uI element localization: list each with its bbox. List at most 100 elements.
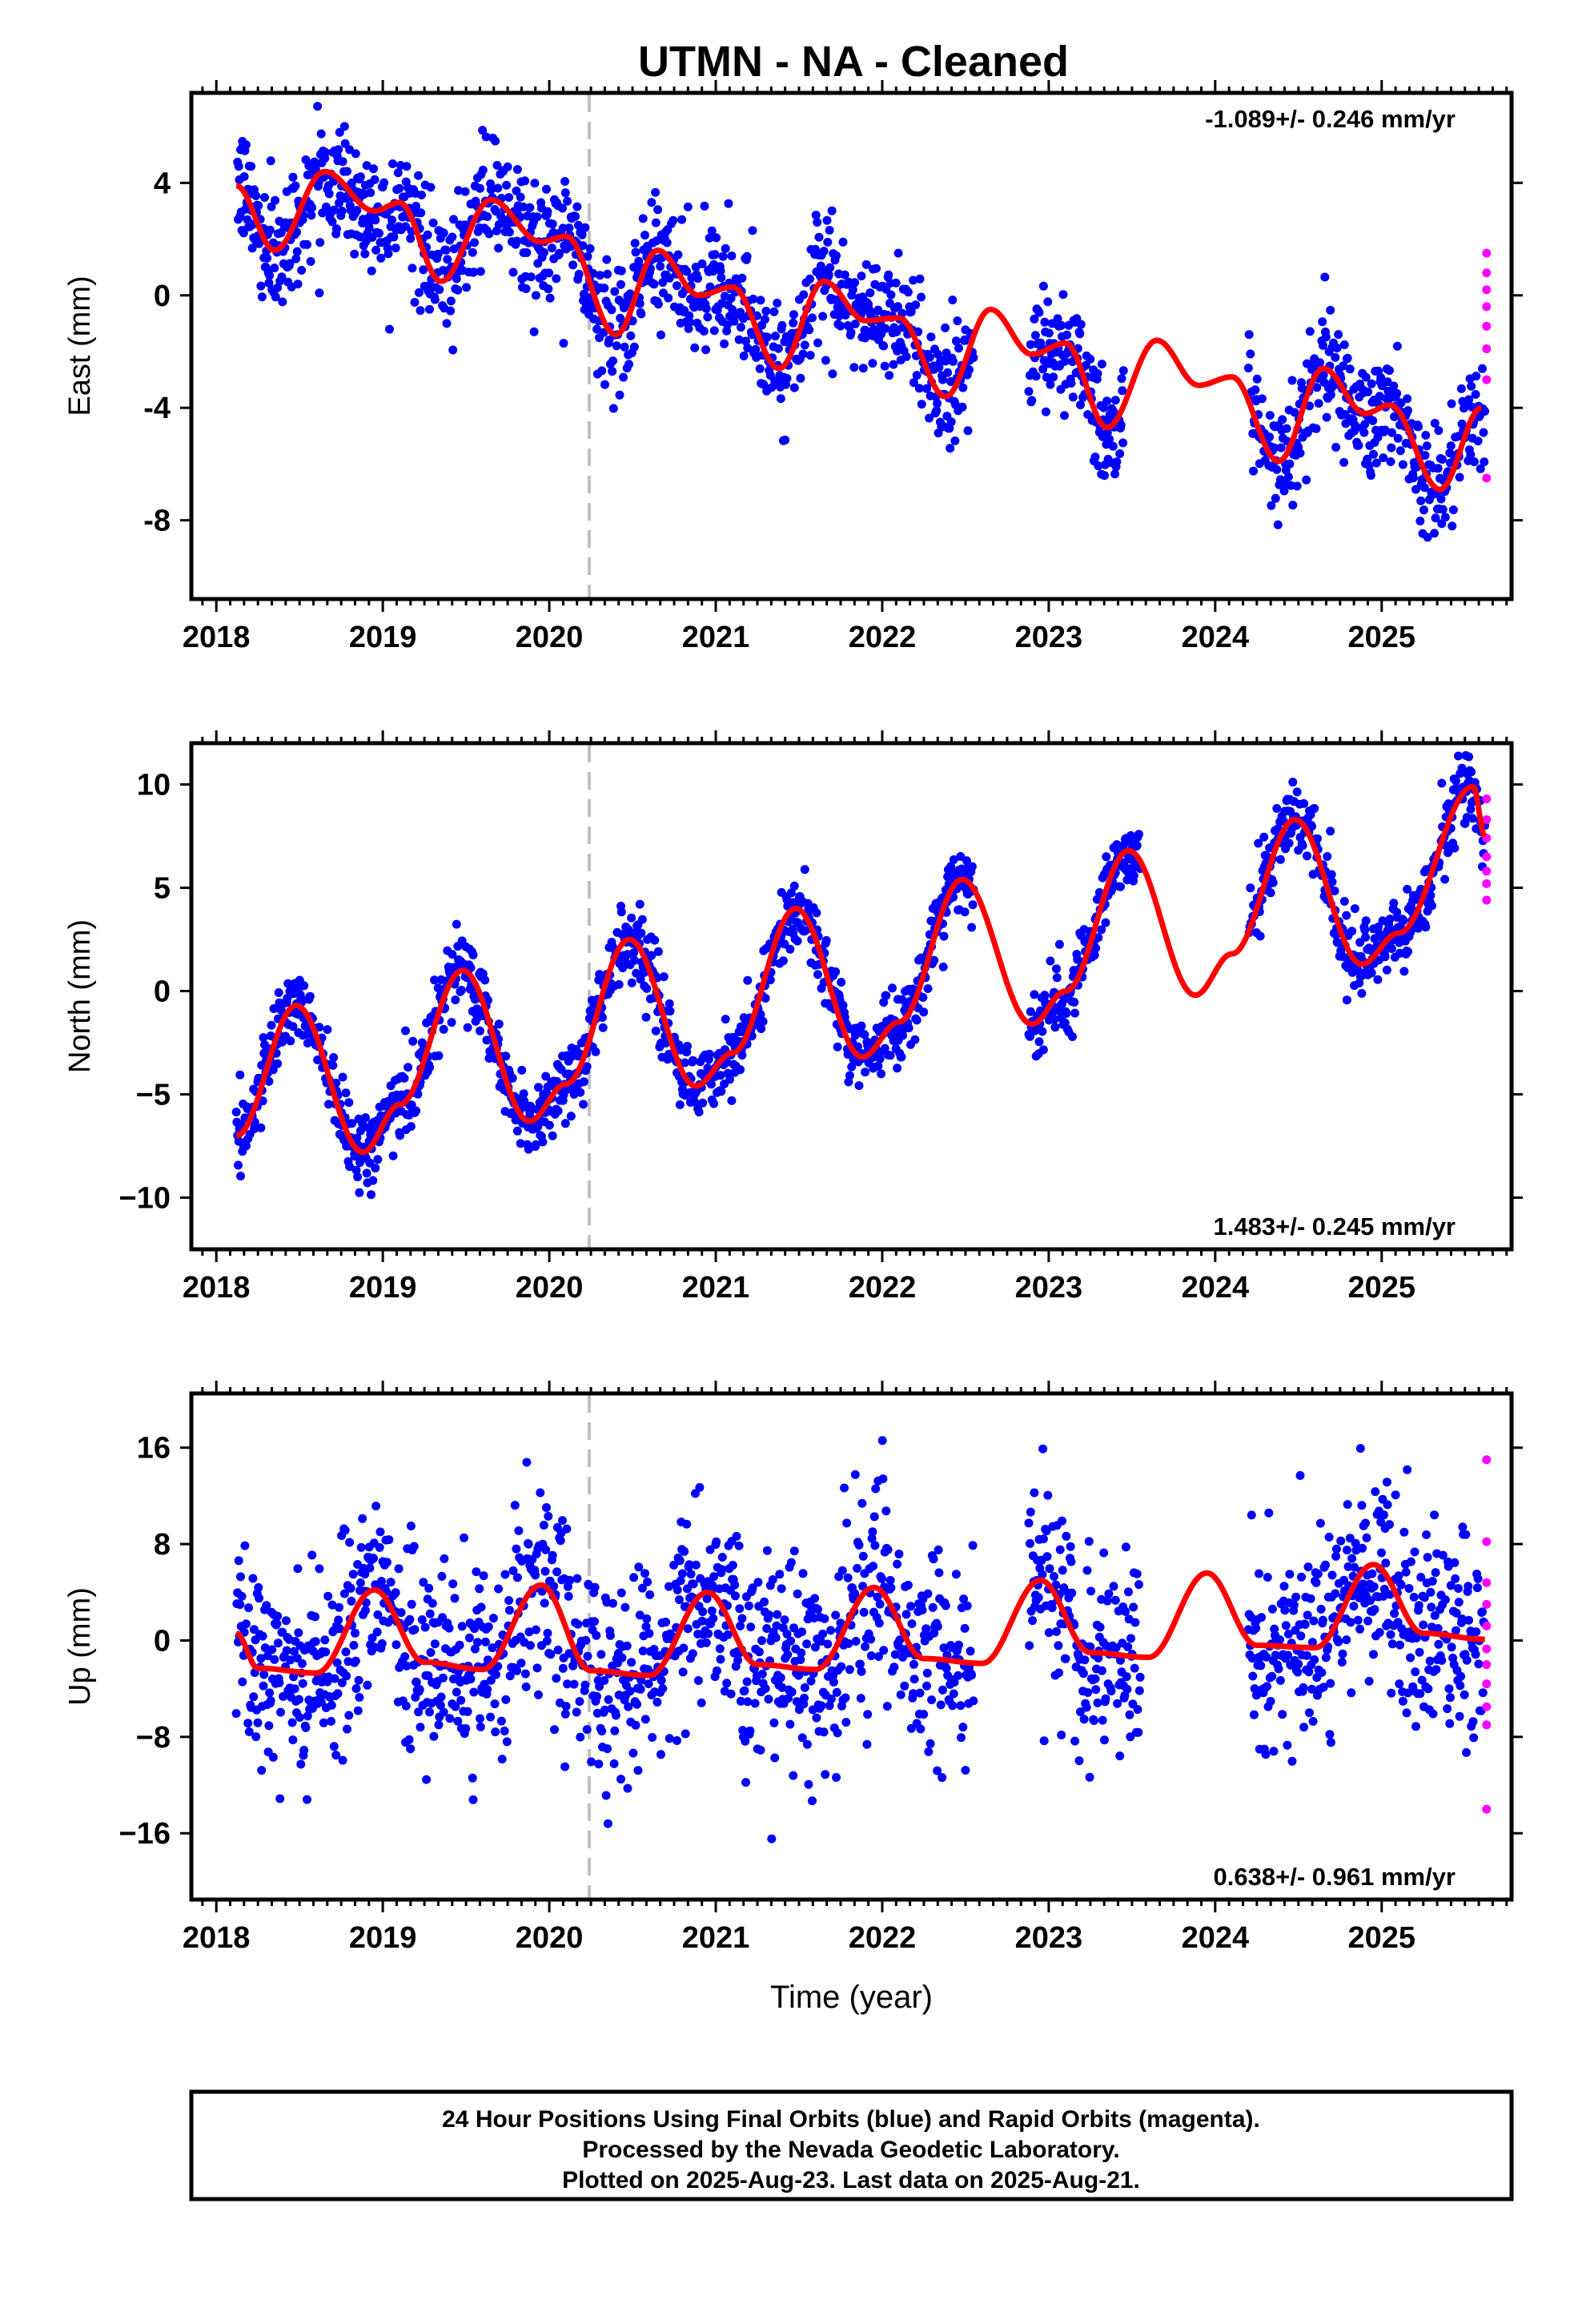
up-data-point (875, 1599, 885, 1609)
up-data-point (627, 1658, 636, 1667)
up-data-point (808, 1796, 817, 1806)
east-data-point (912, 371, 921, 380)
up-data-point (372, 1627, 382, 1637)
up-data-point (512, 1573, 522, 1582)
east-data-point (901, 352, 911, 361)
up-data-point (748, 1583, 757, 1593)
up-data-point (1045, 1564, 1054, 1574)
east-data-point (385, 324, 394, 334)
up-data-point (697, 1698, 706, 1707)
up-data-point (436, 1692, 446, 1702)
north-ytick-label: 5 (154, 872, 171, 906)
up-data-point (889, 1663, 899, 1672)
east-data-point (825, 226, 834, 235)
east-data-point (401, 222, 410, 231)
north-data-point (897, 1052, 906, 1062)
east-data-point (1326, 305, 1335, 315)
north-data-point (259, 1033, 268, 1043)
up-data-point (546, 1650, 556, 1659)
east-rapid-point (1482, 375, 1492, 384)
east-data-point (1456, 384, 1466, 393)
up-data-point (1058, 1516, 1066, 1526)
up-data-point (286, 1655, 295, 1665)
up-data-point (548, 1550, 557, 1560)
east-data-point (1403, 406, 1412, 416)
up-data-point (773, 1610, 782, 1619)
up-data-point (420, 1622, 430, 1632)
east-data-point (612, 341, 621, 351)
up-data-point (257, 1766, 267, 1775)
north-data-point (1426, 891, 1435, 900)
up-data-point (542, 1636, 552, 1646)
up-data-point (966, 1647, 975, 1656)
east-data-point (1415, 517, 1425, 526)
east-data-point (665, 273, 674, 283)
north-data-point (276, 1006, 286, 1015)
north-data-point (576, 1088, 585, 1097)
up-data-point (1083, 1688, 1093, 1697)
north-data-point (1134, 830, 1143, 839)
east-data-point (823, 237, 833, 247)
up-data-point (722, 1679, 732, 1688)
east-data-point (1060, 356, 1070, 366)
up-data-point (264, 1721, 274, 1731)
north-data-point (833, 1042, 842, 1051)
up-data-point (1066, 1542, 1075, 1551)
east-data-point (1272, 464, 1282, 474)
east-data-point (656, 330, 665, 340)
up-data-point (437, 1571, 447, 1581)
east-data-point (264, 278, 274, 287)
east-data-point (446, 306, 456, 316)
up-data-point (472, 1567, 481, 1577)
east-data-point (525, 203, 535, 212)
east-data-point (247, 162, 256, 171)
up-data-point (843, 1573, 853, 1582)
up-data-point (717, 1565, 727, 1574)
up-data-point (826, 1626, 836, 1635)
up-data-point (783, 1650, 793, 1659)
east-data-point (736, 323, 745, 332)
up-data-point (854, 1540, 864, 1550)
east-data-point (917, 400, 926, 409)
up-data-point (472, 1638, 482, 1647)
up-data-point (409, 1542, 419, 1551)
north-data-point (967, 923, 977, 932)
up-data-point (840, 1483, 849, 1493)
up-data-point (730, 1580, 740, 1590)
north-data-point (637, 915, 647, 924)
east-data-point (468, 247, 477, 257)
up-data-point (430, 1639, 440, 1649)
east-data-point (512, 165, 522, 175)
east-data-point (577, 230, 587, 239)
up-data-point (486, 1675, 496, 1685)
north-plot-frame (189, 741, 1514, 1252)
east-data-point (260, 193, 269, 202)
east-data-point (1038, 364, 1048, 374)
up-data-point (290, 1684, 299, 1694)
east-data-point (789, 310, 798, 320)
up-data-point (445, 1714, 455, 1723)
up-data-point (428, 1598, 437, 1608)
up-data-point (311, 1637, 320, 1647)
east-data-point (1478, 364, 1487, 373)
east-data-point (1354, 440, 1363, 450)
north-data-point (904, 1023, 913, 1033)
up-data-point (1093, 1698, 1102, 1707)
north-data-point (707, 1080, 716, 1089)
up-data-point (560, 1709, 570, 1719)
east-data-point (453, 285, 463, 295)
east-data-point (1094, 461, 1103, 471)
east-data-point (658, 278, 668, 287)
north-data-point (956, 852, 966, 861)
up-data-point (522, 1458, 532, 1467)
up-data-point (595, 1682, 604, 1691)
east-data-point (307, 211, 316, 220)
east-data-point (1062, 330, 1072, 340)
east-data-point (950, 436, 960, 445)
north-data-point (1102, 852, 1111, 862)
up-data-point (344, 1711, 354, 1720)
up-data-point (382, 1558, 391, 1567)
up-data-point (736, 1621, 745, 1630)
north-data-point (1367, 968, 1376, 978)
north-data-point (736, 1065, 745, 1075)
